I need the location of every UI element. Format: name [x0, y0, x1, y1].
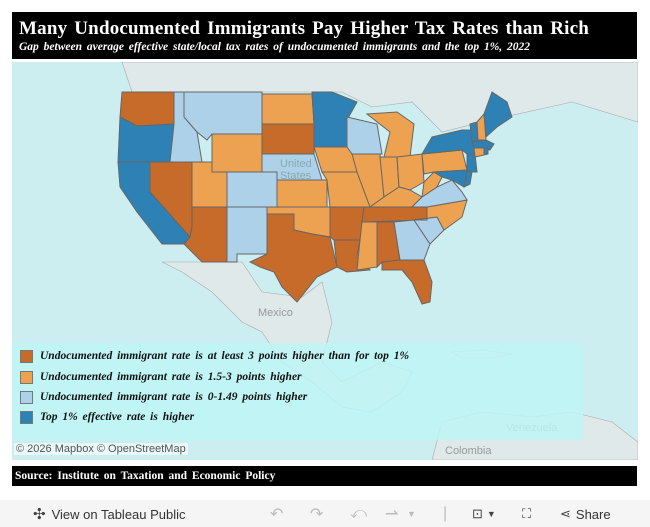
- us-states: [117, 91, 513, 305]
- revert-icon: ⤺: [350, 505, 368, 522]
- legend-swatch: [20, 349, 33, 363]
- toolbar-divider: |: [443, 504, 447, 524]
- tableau-toolbar: ✣ View on Tableau Public ↶ ↷ ⤺ ⇀ ▼ | ⊡ ▼…: [0, 500, 650, 527]
- legend-label: Undocumented immigrant rate is 0-1.49 po…: [40, 391, 308, 403]
- source-bar: Source: Institute on Taxation and Econom…: [12, 466, 637, 486]
- state-sd[interactable]: [261, 123, 315, 155]
- undo-icon: ↶: [270, 506, 284, 523]
- state-ar[interactable]: [329, 206, 365, 241]
- choropleth-map[interactable]: United States Mexico Venezuela Colombia …: [12, 62, 638, 460]
- download-button[interactable]: ⊡ ▼: [472, 504, 496, 524]
- state-ri[interactable]: [483, 147, 489, 156]
- state-nm[interactable]: [226, 206, 268, 263]
- chart-title: Many Undocumented Immigrants Pay Higher …: [19, 18, 590, 39]
- state-fl[interactable]: [381, 259, 433, 305]
- download-icon: ⊡: [472, 506, 483, 521]
- state-co[interactable]: [226, 171, 278, 208]
- view-on-tableau-button[interactable]: ✣ View on Tableau Public: [33, 504, 186, 524]
- share-button[interactable]: ⋖ Share: [560, 504, 611, 524]
- state-nc[interactable]: [413, 199, 468, 231]
- state-ms[interactable]: [356, 221, 378, 271]
- legend-item-1-5-to-3[interactable]: Undocumented immigrant rate is 1.5-3 poi…: [20, 369, 302, 385]
- legend-swatch: [20, 410, 33, 424]
- chevron-down-icon: ▼: [486, 509, 496, 519]
- state-wi[interactable]: [346, 116, 383, 155]
- state-md[interactable]: [432, 169, 468, 188]
- divider-icon: |: [443, 505, 448, 522]
- state-wy[interactable]: [211, 133, 263, 173]
- legend-label: Undocumented immigrant rate is at least …: [40, 350, 410, 362]
- undo-button[interactable]: ↶: [270, 504, 283, 524]
- label-mexico: Mexico: [258, 307, 293, 319]
- redo-icon: ↷: [310, 506, 324, 523]
- revert-button[interactable]: ⤺: [350, 504, 367, 524]
- state-me[interactable]: [483, 91, 513, 139]
- map-canvas[interactable]: [12, 62, 638, 460]
- legend-label: Top 1% effective rate is higher: [40, 411, 195, 423]
- state-tx[interactable]: [248, 213, 338, 303]
- state-oh[interactable]: [396, 153, 425, 191]
- legend-swatch: [20, 390, 33, 404]
- view-on-tableau-label: View on Tableau Public: [51, 506, 186, 522]
- legend-label: Undocumented immigrant rate is 1.5-3 poi…: [40, 371, 302, 383]
- legend: Undocumented immigrant rate is at least …: [12, 343, 583, 440]
- fullscreen-icon: ⛶: [522, 506, 532, 521]
- refresh-button[interactable]: ⇀: [385, 504, 398, 524]
- label-united-states: United States: [280, 158, 312, 182]
- refresh-icon: ⇀: [385, 506, 399, 523]
- share-label: Share: [575, 506, 611, 522]
- legend-item-3plus[interactable]: Undocumented immigrant rate is at least …: [20, 348, 409, 364]
- tableau-logo-icon: ✣: [33, 506, 46, 523]
- map-attribution[interactable]: © 2026 Mapbox © OpenStreetMap: [14, 443, 188, 455]
- state-ga[interactable]: [393, 219, 431, 261]
- redo-button[interactable]: ↷: [310, 504, 323, 524]
- state-ct[interactable]: [473, 147, 485, 158]
- legend-swatch: [20, 370, 33, 384]
- fullscreen-button[interactable]: ⛶: [522, 504, 531, 524]
- chart-subtitle: Gap between average effective state/loca…: [19, 41, 531, 53]
- title-bar: Many Undocumented Immigrants Pay Higher …: [12, 12, 637, 59]
- share-icon: ⋖: [560, 506, 571, 521]
- label-colombia: Colombia: [445, 445, 492, 457]
- refresh-dropdown[interactable]: ▼: [407, 504, 416, 524]
- source-text: Source: Institute on Taxation and Econom…: [15, 470, 276, 482]
- state-nd[interactable]: [261, 93, 315, 125]
- legend-item-0-to-1-49[interactable]: Undocumented immigrant rate is 0-1.49 po…: [20, 389, 307, 405]
- chevron-down-icon: ▼: [407, 509, 416, 519]
- legend-item-top1-higher[interactable]: Top 1% effective rate is higher: [20, 409, 194, 425]
- state-ks[interactable]: [276, 179, 328, 208]
